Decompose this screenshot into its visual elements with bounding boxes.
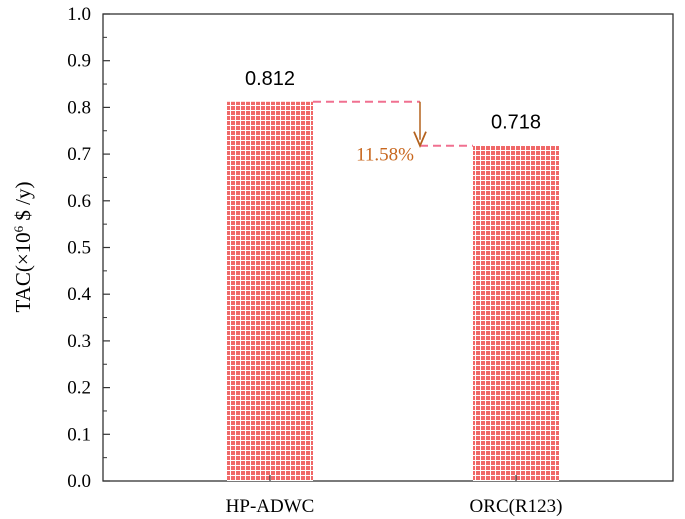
y-tick-label: 0.2 [67, 378, 91, 399]
y-tick-label: 0.8 [67, 97, 91, 118]
y-tick-label: 1.0 [67, 4, 91, 25]
bar-value-label: 0.718 [491, 112, 541, 134]
y-axis: 0.0 0.1 0.2 0.3 0.4 0.5 0.6 0.7 0.8 0.9 1.0 [67, 4, 110, 492]
difference-annotation: 11.58% [313, 100, 473, 166]
y-axis-label-sup: 6 [11, 225, 26, 232]
x-axis-labels: HP-ADWC ORC(R123) [226, 475, 563, 517]
y-tick-label: 0.3 [67, 331, 91, 352]
bar-1 [227, 101, 313, 482]
y-axis-label-tail: $ /y) [11, 182, 35, 226]
plot-frame [102, 13, 674, 482]
y-tick-label: 0.1 [67, 424, 91, 445]
y-tick-label: 0.5 [67, 238, 91, 259]
arrow-head [413, 131, 427, 148]
x-category-label: ORC(R123) [470, 496, 563, 517]
y-tick-label: 0.0 [67, 471, 91, 492]
y-tick-label: 0.4 [67, 284, 91, 305]
y-axis-label: TAC(×106 $ /y) [11, 182, 36, 313]
difference-percent-label: 11.58% [356, 145, 414, 166]
y-tick-label: 0.6 [67, 191, 91, 212]
bar-2 [473, 145, 559, 481]
y-tick-label: 0.9 [67, 51, 91, 72]
bars [227, 101, 559, 482]
bar-value-label: 0.812 [245, 68, 295, 90]
data-labels: 0.812 0.718 [245, 68, 541, 134]
y-axis-label-main: TAC(×10 [11, 232, 35, 312]
x-category-label: HP-ADWC [226, 496, 315, 517]
y-tick-label: 0.7 [67, 144, 91, 165]
